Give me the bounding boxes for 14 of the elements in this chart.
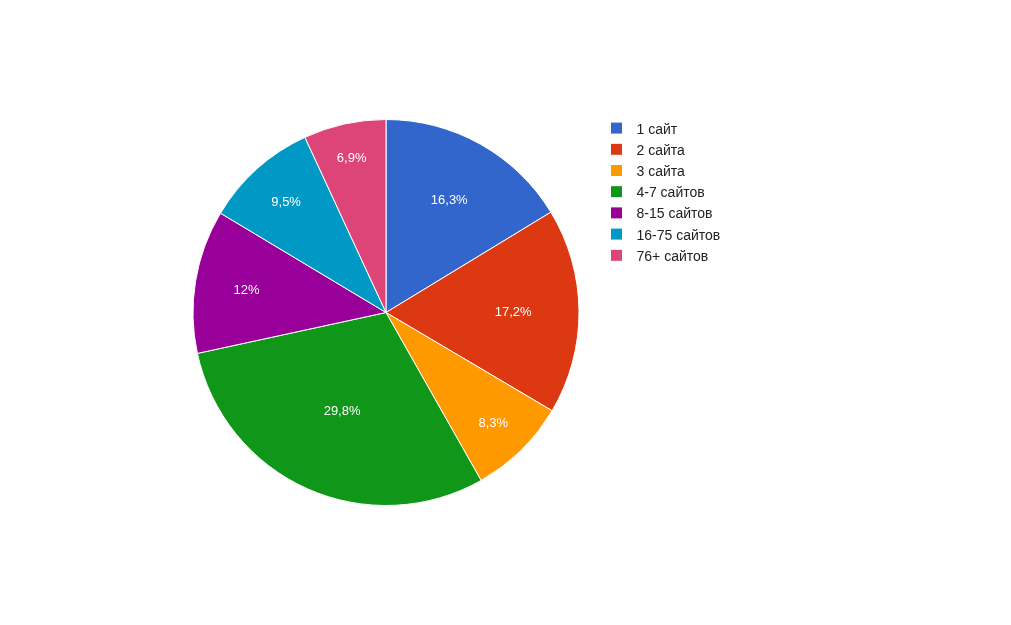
legend-label: 3 сайта	[636, 162, 686, 179]
data-label: 12%	[233, 282, 261, 298]
data-label: 16,3%	[430, 192, 469, 208]
legend-label: 8-15 сайтов	[636, 205, 713, 222]
data-label: 8,3%	[478, 414, 509, 430]
legend-label: 4-7 сайтов	[636, 184, 705, 201]
legend-label: 16-75 сайтов	[636, 226, 721, 243]
legend-label: 1 сайт	[636, 120, 678, 137]
legend-label: 2 сайта	[636, 141, 686, 158]
data-label: 29,8%	[323, 402, 361, 418]
data-label: 6,9%	[336, 149, 367, 165]
data-label: 17,2%	[494, 304, 533, 320]
legend-label: 76+ сайтов	[636, 247, 709, 264]
data-label: 9,5%	[271, 194, 302, 210]
